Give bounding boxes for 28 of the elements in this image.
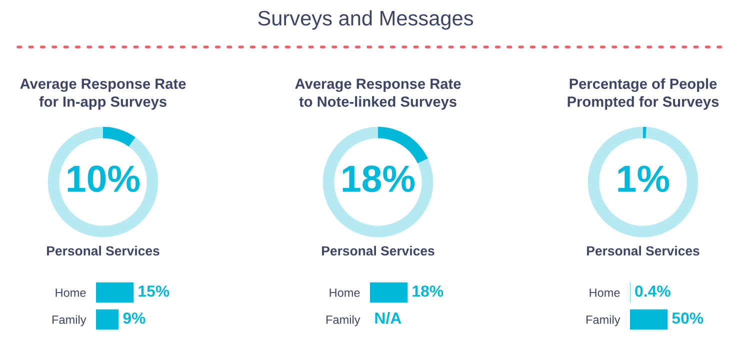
donut-slice <box>322 126 434 238</box>
chart-title: Average Response Rate for In-app Surveys <box>20 78 186 110</box>
chart-title: Personal Services <box>322 246 434 256</box>
data-label: 10% <box>68 166 140 192</box>
data-label: 0.4% <box>635 285 670 297</box>
y-tick-label: Family <box>326 315 360 326</box>
data-label: 1% <box>618 166 670 192</box>
donut-slice <box>48 126 158 238</box>
chart-title: Percentage of People Prompted for Surveys <box>568 78 719 110</box>
data-label: 18% <box>412 285 444 297</box>
chart-title: Average Response Rate to Note-linked Surveys <box>295 78 461 110</box>
text: Surveys and Messages <box>258 10 474 30</box>
y-tick-label: Home <box>590 288 620 297</box>
donut-slice <box>588 126 698 238</box>
y-tick-label: Family <box>586 315 620 326</box>
donut-slice <box>103 126 136 147</box>
data-label: 50% <box>672 312 704 324</box>
donut-slice <box>643 126 646 138</box>
y-tick-label: Home <box>56 288 86 297</box>
y-tick-label: Family <box>52 315 86 326</box>
chart-title: Personal Services <box>587 246 700 256</box>
data-label: 9% <box>123 312 146 324</box>
y-tick-label: Home <box>330 288 360 297</box>
donut-slice <box>378 126 428 164</box>
text: N/A <box>375 312 402 324</box>
data-label: 18% <box>342 166 415 192</box>
chart-title: Personal Services <box>47 246 160 256</box>
data-label: 15% <box>138 286 170 297</box>
